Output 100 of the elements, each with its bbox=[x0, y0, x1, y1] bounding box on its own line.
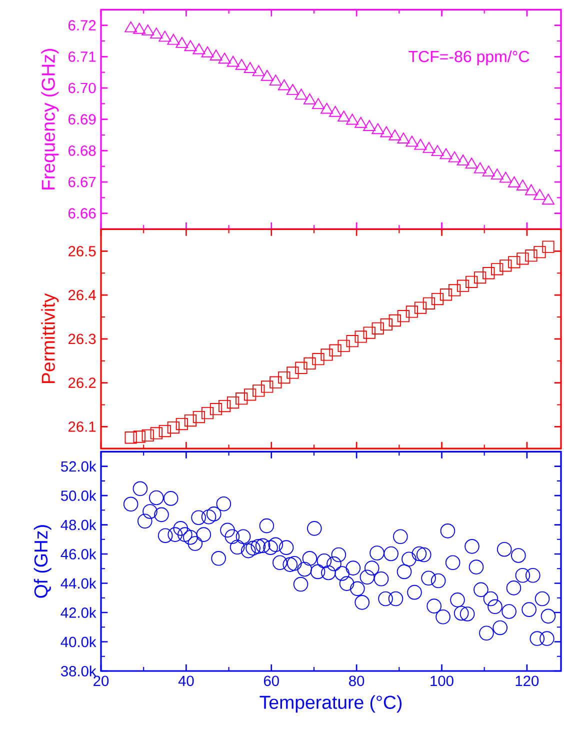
point bbox=[414, 138, 427, 150]
point bbox=[474, 271, 486, 284]
point bbox=[124, 432, 137, 444]
point bbox=[406, 136, 418, 147]
point bbox=[286, 366, 299, 379]
point bbox=[278, 79, 290, 90]
point bbox=[312, 98, 324, 110]
point bbox=[456, 154, 470, 166]
y-tick-label: 38.0k bbox=[60, 666, 96, 676]
point bbox=[235, 392, 248, 405]
point bbox=[210, 50, 222, 60]
y-tick-label: 46.0k bbox=[60, 548, 96, 560]
point bbox=[414, 302, 427, 314]
point bbox=[346, 114, 359, 125]
point bbox=[150, 427, 162, 440]
point bbox=[372, 123, 384, 134]
point bbox=[278, 371, 290, 384]
x-tick-label: 100 bbox=[430, 676, 454, 686]
y-tick-label: 26.3 bbox=[68, 334, 96, 344]
point bbox=[431, 292, 444, 306]
point bbox=[474, 162, 486, 174]
point bbox=[422, 297, 436, 310]
point bbox=[244, 388, 256, 401]
y-tick-label: 6.69 bbox=[68, 114, 96, 125]
point bbox=[210, 403, 222, 416]
point bbox=[440, 148, 452, 160]
y-tick-label: 26.2 bbox=[68, 378, 96, 388]
x-tick-label: 120 bbox=[516, 676, 539, 686]
point bbox=[244, 62, 256, 73]
y-tick-label: 6.72 bbox=[68, 20, 96, 31]
y-tick-label: 6.66 bbox=[68, 208, 96, 219]
point bbox=[329, 344, 342, 356]
point bbox=[542, 240, 554, 253]
point bbox=[482, 165, 495, 176]
point bbox=[380, 126, 393, 138]
point bbox=[338, 110, 350, 122]
point bbox=[388, 129, 402, 140]
y-tick-label: 6.71 bbox=[68, 51, 96, 62]
point bbox=[380, 318, 392, 331]
y-axis-title: Qf (GHz) bbox=[34, 525, 52, 598]
point bbox=[270, 376, 282, 388]
point bbox=[363, 120, 376, 131]
y-tick-label: 50.0k bbox=[60, 490, 96, 501]
point bbox=[252, 65, 265, 76]
point bbox=[516, 252, 529, 265]
point bbox=[142, 24, 154, 36]
point bbox=[218, 400, 231, 412]
point bbox=[491, 263, 504, 276]
point bbox=[397, 310, 410, 322]
point bbox=[252, 384, 265, 397]
point bbox=[133, 430, 146, 443]
point bbox=[226, 56, 240, 67]
y-tick-label: 44.0k bbox=[60, 578, 96, 589]
point bbox=[167, 421, 180, 434]
point bbox=[226, 396, 240, 409]
point bbox=[338, 340, 350, 352]
x-axis-title: Temperature (°C) bbox=[260, 695, 402, 713]
annotation: TCF=-86 ppm/°C bbox=[408, 50, 530, 66]
point bbox=[422, 142, 436, 153]
point bbox=[295, 362, 308, 374]
point bbox=[490, 168, 504, 180]
point bbox=[431, 145, 444, 156]
y-tick-label: 6.67 bbox=[68, 176, 96, 188]
point bbox=[304, 357, 316, 370]
point bbox=[388, 314, 401, 327]
point bbox=[465, 158, 478, 169]
point bbox=[167, 34, 180, 45]
y-tick-label: 26.4 bbox=[68, 290, 96, 300]
point bbox=[516, 180, 529, 190]
point bbox=[456, 280, 470, 292]
point bbox=[320, 348, 333, 361]
y-tick-label: 26.1 bbox=[68, 421, 96, 432]
y-tick-label: 40.0k bbox=[60, 636, 96, 648]
point bbox=[124, 21, 138, 32]
y-tick-label: 48.0k bbox=[60, 519, 96, 530]
point bbox=[142, 429, 154, 442]
point bbox=[192, 410, 206, 424]
point bbox=[260, 70, 274, 81]
point bbox=[158, 424, 171, 438]
point bbox=[524, 184, 538, 196]
point bbox=[184, 414, 197, 427]
point bbox=[482, 267, 495, 280]
point bbox=[508, 256, 520, 268]
point bbox=[269, 74, 282, 86]
y-axis-title: Permittivity bbox=[41, 293, 59, 384]
y-tick-label: 52.0k bbox=[60, 460, 96, 472]
point bbox=[235, 58, 248, 70]
point bbox=[158, 30, 172, 42]
point bbox=[500, 260, 512, 272]
point bbox=[448, 151, 461, 162]
point bbox=[372, 322, 384, 334]
y-tick-label: 26.5 bbox=[68, 246, 96, 256]
point bbox=[303, 93, 316, 104]
point bbox=[329, 106, 342, 117]
point bbox=[406, 306, 418, 318]
point bbox=[397, 132, 410, 144]
point bbox=[508, 176, 520, 188]
point bbox=[133, 22, 146, 34]
x-tick-label: 20 bbox=[94, 676, 109, 686]
point bbox=[184, 40, 197, 52]
